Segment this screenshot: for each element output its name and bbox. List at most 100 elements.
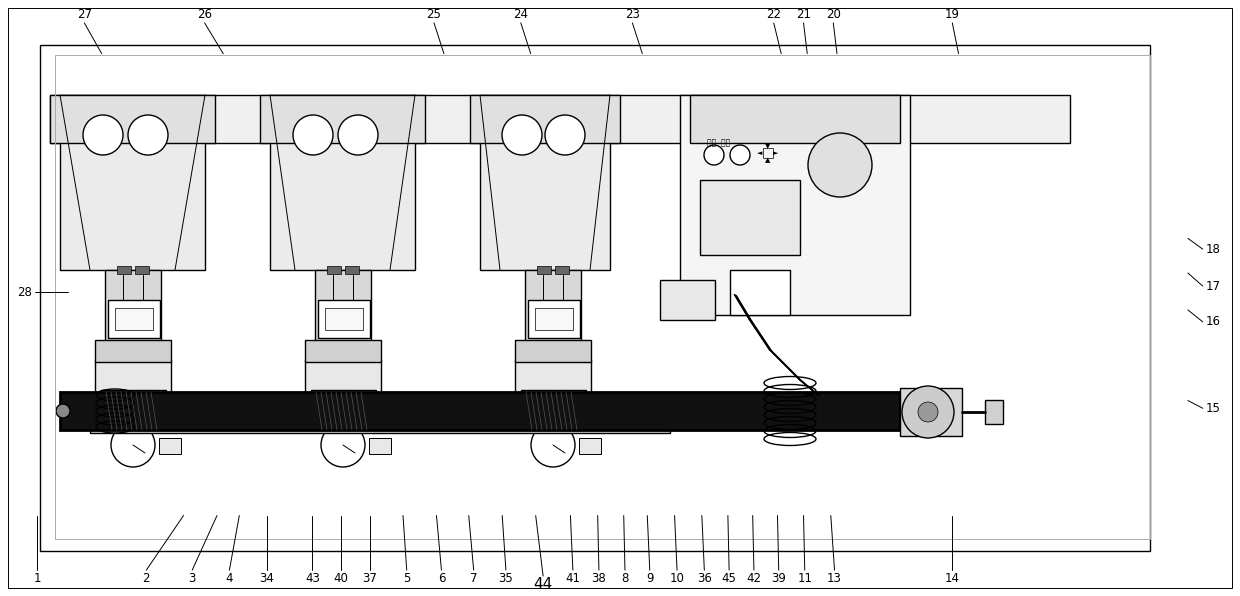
Bar [317, 300, 370, 338]
Text: 1: 1 [33, 572, 41, 585]
Text: 28: 28 [17, 285, 32, 299]
Text: 模式  启动: 模式 启动 [707, 138, 730, 147]
Bar [515, 340, 591, 362]
Text: 24: 24 [513, 8, 528, 21]
Circle shape [502, 115, 542, 155]
Circle shape [730, 145, 750, 165]
Bar [159, 438, 181, 454]
Circle shape [321, 423, 365, 467]
Bar [117, 266, 131, 274]
Bar [115, 308, 153, 330]
Text: 5: 5 [403, 572, 410, 585]
Text: 23: 23 [625, 8, 640, 21]
Bar [60, 392, 900, 430]
Bar [305, 340, 381, 362]
Bar [55, 55, 1149, 539]
Circle shape [901, 386, 954, 438]
Bar [470, 95, 620, 143]
Circle shape [546, 115, 585, 155]
Circle shape [83, 115, 123, 155]
Circle shape [531, 423, 575, 467]
Text: 34: 34 [259, 572, 274, 585]
Bar [534, 308, 573, 330]
Text: 17: 17 [1205, 280, 1220, 293]
Text: 2: 2 [143, 572, 150, 585]
Text: 9: 9 [646, 572, 653, 585]
Bar [60, 95, 205, 270]
Bar [100, 390, 166, 412]
Bar [660, 280, 715, 320]
Bar [305, 360, 381, 398]
Bar [689, 95, 900, 143]
Bar [345, 266, 360, 274]
Text: 19: 19 [945, 8, 960, 21]
Circle shape [339, 115, 378, 155]
Bar [327, 266, 341, 274]
Text: 20: 20 [826, 8, 841, 21]
Bar [50, 95, 1070, 143]
Text: 26: 26 [197, 8, 212, 21]
Text: 35: 35 [498, 572, 513, 585]
Bar [528, 300, 580, 338]
Text: ►: ► [774, 150, 779, 156]
Bar [95, 360, 171, 398]
Text: 27: 27 [77, 8, 92, 21]
Bar [680, 95, 910, 315]
Bar [135, 266, 149, 274]
Text: 14: 14 [945, 572, 960, 585]
Text: 45: 45 [722, 572, 737, 585]
Text: 40: 40 [334, 572, 348, 585]
Bar [311, 390, 376, 412]
Text: 7: 7 [470, 572, 477, 585]
Text: 38: 38 [591, 572, 606, 585]
Text: 22: 22 [766, 8, 781, 21]
Circle shape [293, 115, 334, 155]
Text: 13: 13 [827, 572, 842, 585]
Bar [315, 270, 371, 365]
Text: 16: 16 [1205, 315, 1220, 328]
Text: 36: 36 [697, 572, 712, 585]
Bar [730, 270, 790, 315]
Text: 42: 42 [746, 572, 761, 585]
Text: 4: 4 [226, 572, 233, 585]
Bar [556, 266, 569, 274]
Bar [370, 438, 391, 454]
Bar [900, 388, 962, 436]
Bar [537, 266, 551, 274]
Bar [95, 340, 171, 362]
Text: 43: 43 [305, 572, 320, 585]
Text: 8: 8 [621, 572, 629, 585]
Text: 18: 18 [1205, 243, 1220, 256]
Text: ◄: ◄ [758, 150, 763, 156]
Text: ▼: ▼ [765, 143, 771, 149]
Text: 3: 3 [188, 572, 196, 585]
Text: 11: 11 [797, 572, 812, 585]
Text: 15: 15 [1205, 402, 1220, 415]
Bar [515, 360, 591, 398]
Bar [763, 148, 773, 158]
Bar [50, 95, 215, 143]
Bar [105, 270, 161, 365]
Circle shape [128, 115, 167, 155]
Bar [701, 180, 800, 255]
Text: ▲: ▲ [765, 157, 771, 163]
Bar [40, 45, 1149, 551]
Circle shape [808, 133, 872, 197]
Text: 44: 44 [533, 576, 553, 592]
Bar [108, 300, 160, 338]
Circle shape [918, 402, 937, 422]
Text: 21: 21 [796, 8, 811, 21]
Bar [260, 95, 425, 143]
Text: 41: 41 [565, 572, 580, 585]
Text: 10: 10 [670, 572, 684, 585]
Bar [521, 390, 587, 412]
Bar [985, 400, 1003, 424]
Text: 39: 39 [771, 572, 786, 585]
Text: 6: 6 [438, 572, 445, 585]
Bar [525, 270, 582, 365]
Circle shape [56, 404, 69, 418]
Bar [270, 95, 415, 270]
Bar [579, 438, 601, 454]
Circle shape [704, 145, 724, 165]
Bar [480, 95, 610, 270]
